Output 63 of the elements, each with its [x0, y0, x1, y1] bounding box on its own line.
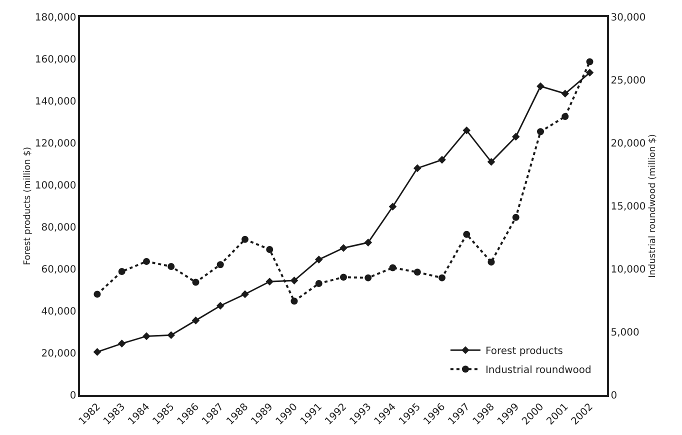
- point: [142, 332, 150, 340]
- point: [266, 278, 274, 286]
- point: [487, 158, 496, 166]
- point: [118, 340, 126, 348]
- y-tick-label: 120,000: [34, 138, 76, 150]
- y2-tick-label: 15,000: [610, 202, 646, 212]
- point: [488, 258, 495, 266]
- point: [314, 256, 323, 264]
- point: [242, 236, 248, 243]
- point: [93, 348, 102, 356]
- point: [536, 82, 544, 90]
- y-tick-label: 180,000: [34, 12, 76, 24]
- point: [340, 274, 347, 281]
- point: [537, 128, 544, 136]
- point: [512, 214, 520, 221]
- point: [561, 90, 570, 98]
- point: [462, 126, 471, 134]
- point: [290, 298, 298, 305]
- point: [389, 264, 396, 272]
- point: [364, 274, 372, 282]
- y2-tick-label: 0: [610, 390, 618, 402]
- y2-tick-label: 25,000: [610, 76, 646, 86]
- point: [586, 58, 594, 66]
- point: [463, 230, 470, 238]
- y-tick-label: 40,000: [41, 306, 76, 318]
- y2-tick-label: 30,000: [610, 12, 646, 24]
- legend-label: Forest products: [485, 346, 564, 358]
- y-tick-label: 80,000: [41, 222, 76, 234]
- point: [192, 278, 200, 286]
- point: [438, 274, 446, 282]
- y2-tick-label: 20,000: [610, 138, 646, 150]
- point: [340, 244, 348, 252]
- point: [414, 268, 421, 276]
- y-tick-label: 0: [70, 390, 76, 402]
- point: [315, 280, 322, 287]
- point: [192, 316, 200, 324]
- point: [241, 290, 249, 298]
- point: [142, 258, 150, 265]
- point: [118, 268, 126, 276]
- y2-axis-title: Industrial roundwood (million $): [648, 134, 658, 278]
- point: [216, 261, 224, 268]
- point: [413, 164, 422, 172]
- y2-tick-label: 10,000: [610, 264, 646, 276]
- y-axis-title: Forest products (million $): [22, 146, 33, 266]
- point: [266, 246, 274, 253]
- y-tick-label: 100,000: [34, 180, 76, 192]
- point: [388, 202, 397, 211]
- point: [438, 156, 446, 164]
- y-tick-label: 140,000: [34, 96, 76, 108]
- point: [562, 113, 569, 120]
- point: [586, 68, 594, 77]
- point: [167, 331, 176, 340]
- legend-label: Industrial roundwood: [485, 365, 592, 376]
- point: [512, 132, 520, 141]
- y2-tick-label: 5,000: [610, 328, 640, 338]
- y-tick-label: 20,000: [41, 348, 76, 360]
- point: [94, 290, 101, 298]
- point: [364, 238, 372, 246]
- y-tick-label: 60,000: [41, 264, 76, 276]
- point: [168, 262, 175, 270]
- point: [290, 276, 298, 284]
- point: [216, 302, 224, 310]
- y-tick-label: 160,000: [34, 54, 76, 66]
